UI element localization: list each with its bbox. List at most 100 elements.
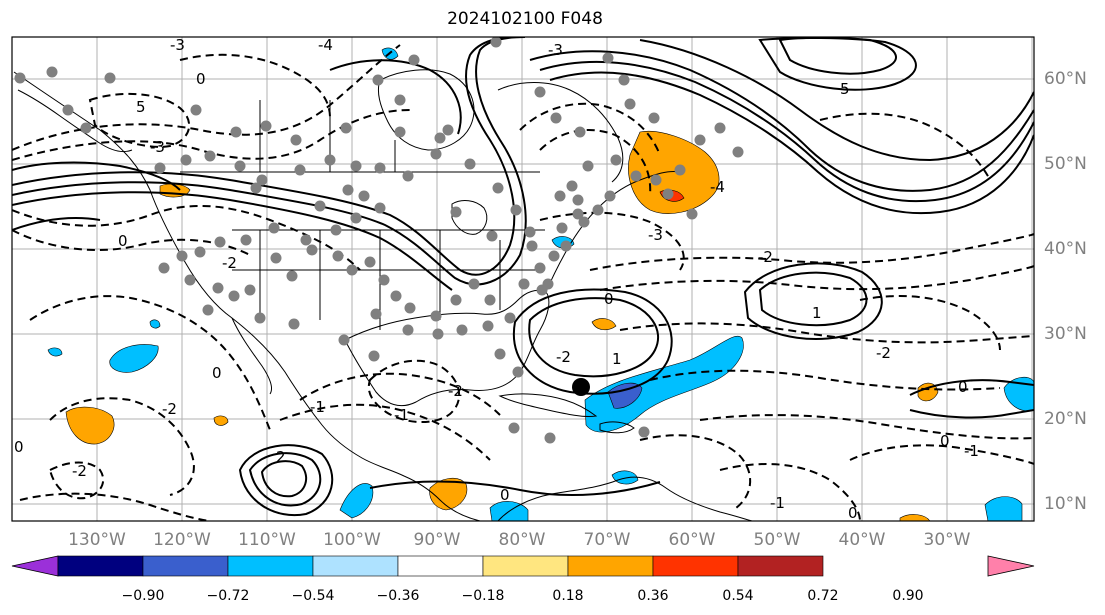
contour-label-zero-f: 0 bbox=[212, 364, 222, 382]
anomaly-patch-east-atl-blue bbox=[1003, 376, 1034, 412]
station-dot-67 bbox=[714, 122, 726, 134]
station-dot-38 bbox=[212, 282, 224, 294]
contour-label-five-a: 5 bbox=[840, 80, 850, 98]
station-dot-49 bbox=[430, 310, 442, 322]
station-dot-102 bbox=[494, 348, 506, 360]
contour-label-neg2-c: -2 bbox=[556, 348, 571, 366]
solid-contour-atlantic-ridge-4 bbox=[639, 39, 1034, 162]
dashed-contour-22 bbox=[179, 53, 331, 119]
station-dot-64 bbox=[686, 208, 698, 220]
colorbar-cell-5 bbox=[482, 555, 569, 577]
station-dot-44 bbox=[346, 264, 358, 276]
dashed-contour-21 bbox=[19, 492, 211, 521]
solid-contour-ridge-3 bbox=[12, 191, 453, 291]
contour-label-neg4-a: -4 bbox=[318, 36, 333, 54]
station-dot-4 bbox=[80, 122, 92, 134]
dashed-contour-16 bbox=[849, 444, 1034, 465]
dashed-contour-23 bbox=[88, 92, 191, 148]
lon-label-40w: 40°W bbox=[839, 530, 886, 550]
contour-label-zero-g: 0 bbox=[848, 504, 858, 522]
contour-label-zero-a: 0 bbox=[118, 232, 128, 250]
lon-label-30w: 30°W bbox=[924, 530, 971, 550]
contour-label-neg2-b: -2 bbox=[448, 382, 463, 400]
lat-label-60n: 60°N bbox=[1044, 69, 1087, 89]
lat-label-50n: 50°N bbox=[1044, 154, 1087, 174]
station-dot-74 bbox=[550, 112, 562, 124]
station-dot-50 bbox=[450, 294, 462, 306]
map-title: 2024102100 F048 bbox=[447, 9, 603, 29]
solid-contour-far-west-2 bbox=[12, 161, 181, 191]
station-dot-21 bbox=[256, 174, 268, 186]
station-dot-3 bbox=[62, 104, 74, 116]
station-dot-80 bbox=[434, 132, 446, 144]
station-dot-78 bbox=[372, 74, 384, 86]
station-dot-48 bbox=[404, 302, 416, 314]
station-dot-97 bbox=[228, 290, 240, 302]
contour-label-neg3-a: -3 bbox=[170, 36, 185, 54]
station-dot-28 bbox=[350, 212, 362, 224]
station-dot-15 bbox=[394, 126, 406, 138]
contour-label-neg2-e: -2 bbox=[162, 400, 177, 418]
solid-contour-atlantic-high-2 bbox=[743, 262, 883, 341]
station-dot-0 bbox=[14, 72, 26, 84]
station-dot-71 bbox=[618, 74, 630, 86]
storm-center-marker bbox=[572, 378, 590, 396]
station-dot-41 bbox=[286, 270, 298, 282]
station-dot-65 bbox=[674, 164, 686, 176]
colorbar-cell-8 bbox=[737, 555, 824, 577]
station-dot-110 bbox=[610, 154, 622, 166]
station-dot-7 bbox=[260, 120, 272, 132]
contour-label-neg2-f: -2 bbox=[758, 248, 773, 266]
colorbar-cell-1 bbox=[142, 555, 229, 577]
station-dot-105 bbox=[544, 432, 556, 444]
coastline-hispaniola bbox=[599, 421, 635, 434]
colorbar-cell-6 bbox=[567, 555, 654, 577]
colorbar-cell-2 bbox=[227, 555, 314, 577]
station-dot-108 bbox=[560, 240, 572, 252]
lon-label-50w: 50°W bbox=[754, 530, 801, 550]
dashed-contour-20 bbox=[639, 434, 752, 509]
station-dot-60 bbox=[604, 190, 616, 202]
station-dot-99 bbox=[288, 318, 300, 330]
station-dot-23 bbox=[294, 164, 306, 176]
anomaly-patch-se-blue bbox=[984, 496, 1023, 521]
station-dot-43 bbox=[332, 250, 344, 262]
colorbar-extend-right bbox=[987, 555, 1035, 577]
station-dot-14 bbox=[442, 124, 454, 136]
station-dot-112 bbox=[582, 160, 594, 172]
dashed-contour-12 bbox=[599, 265, 1034, 291]
station-dot-51 bbox=[468, 278, 480, 290]
contour-label-neg1-c: -1 bbox=[964, 442, 979, 460]
dashed-contour-7 bbox=[48, 461, 105, 500]
station-dot-61 bbox=[630, 170, 642, 182]
contour-labels: -4 -4 -3 -3 -3 -3 -2 -2 -2 -2 -2 -2 -2 -… bbox=[14, 36, 979, 522]
solid-contour-ridge-2 bbox=[12, 37, 527, 286]
colorbar-label-pos018: 0.18 bbox=[552, 588, 583, 604]
station-dot-96 bbox=[202, 304, 214, 316]
colorbar: −0.90 −0.72 −0.54 −0.36 −0.18 0.18 0.36 … bbox=[11, 555, 1035, 604]
anomaly-core-caribbean bbox=[607, 382, 643, 409]
colorbar-label-neg018: −0.18 bbox=[462, 588, 505, 604]
colorbar-cell-0 bbox=[57, 555, 144, 577]
dashed-contour-6 bbox=[49, 397, 195, 496]
contour-label-neg2-a: -2 bbox=[222, 254, 237, 272]
station-dot-34 bbox=[194, 246, 206, 258]
coastline-great-lakes bbox=[451, 200, 488, 235]
station-dot-79 bbox=[394, 94, 406, 106]
station-dot-32 bbox=[240, 234, 252, 246]
lon-label-80w: 80°W bbox=[499, 530, 546, 550]
station-dot-57 bbox=[556, 222, 568, 234]
lat-label-40n: 40°N bbox=[1044, 239, 1087, 259]
station-dot-18 bbox=[180, 154, 192, 166]
station-dot-107 bbox=[578, 216, 590, 228]
anomaly-patch-tiny-2 bbox=[149, 319, 161, 329]
dashed-contour-5 bbox=[29, 295, 271, 431]
station-dot-68 bbox=[732, 146, 744, 158]
station-dot-42 bbox=[306, 244, 318, 256]
anomaly-patch-small-pacific bbox=[213, 415, 229, 426]
anomaly-patch-atlantic-small bbox=[591, 318, 617, 331]
dashed-contour-1 bbox=[12, 109, 411, 161]
station-dot-46 bbox=[378, 274, 390, 286]
solid-contour-atlantic-ridge bbox=[529, 50, 1034, 192]
station-dot-22 bbox=[250, 182, 262, 194]
